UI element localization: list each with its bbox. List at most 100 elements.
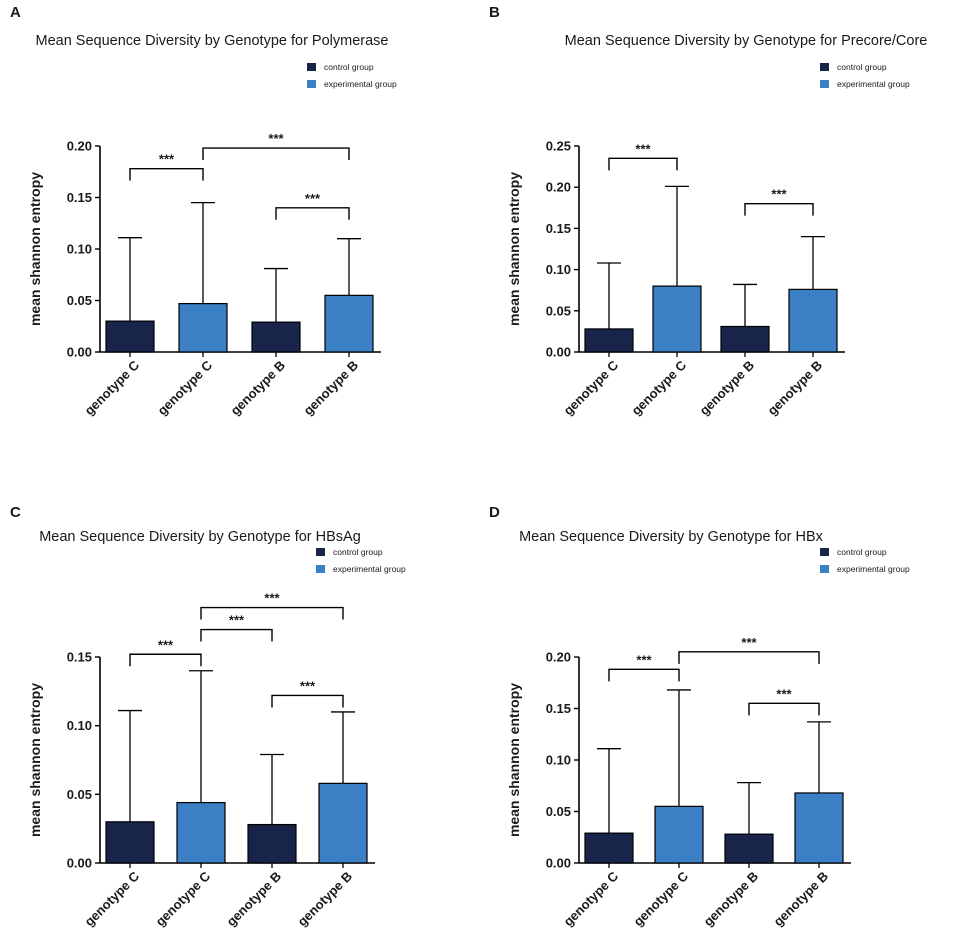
legend-swatch-control bbox=[820, 548, 829, 556]
bar bbox=[652, 285, 702, 353]
x-tick-label: genotype B bbox=[294, 869, 355, 930]
bar bbox=[247, 823, 297, 864]
x-tick-label: genotype C bbox=[152, 868, 213, 929]
y-axis-label: mean shannon entropy bbox=[506, 172, 522, 326]
legend-swatch-control bbox=[316, 548, 325, 556]
x-tick-label: genotype B bbox=[764, 358, 825, 419]
significance-label: *** bbox=[268, 131, 284, 146]
significance-label: *** bbox=[636, 652, 652, 667]
panel-label: B bbox=[489, 4, 500, 21]
bar bbox=[584, 832, 634, 864]
legend-swatch-experimental bbox=[820, 80, 829, 88]
chart-hbx: D Mean Sequence Diversity by Genotype for… bbox=[489, 504, 910, 930]
panel-c: C Mean Sequence Diversity by Genotype for… bbox=[0, 469, 478, 938]
bar bbox=[794, 792, 844, 864]
bracket-line bbox=[678, 651, 820, 664]
legend-label-experimental: experimental group bbox=[333, 564, 406, 574]
significance-label: *** bbox=[771, 187, 787, 202]
significance-bracket: *** bbox=[200, 613, 273, 642]
significance-label: *** bbox=[300, 678, 316, 693]
bracket-line bbox=[275, 207, 350, 220]
significance-label: *** bbox=[264, 591, 280, 606]
x-tick-label: genotype B bbox=[700, 869, 761, 930]
y-tick-label: 0.00 bbox=[546, 856, 571, 871]
significance-bracket: *** bbox=[678, 635, 820, 664]
y-tick-label: 0.05 bbox=[546, 303, 571, 318]
chart-title: Mean Sequence Diversity by Genotype for … bbox=[39, 529, 361, 545]
x-tick-label: genotype B bbox=[770, 869, 831, 930]
y-axis-label: mean shannon entropy bbox=[506, 683, 522, 837]
significance-bracket: *** bbox=[271, 678, 344, 708]
x-tick-label: genotype C bbox=[81, 357, 142, 418]
x-tick-label: genotype C bbox=[81, 868, 142, 929]
x-tick-label: genotype B bbox=[696, 358, 757, 419]
y-tick-label: 0.20 bbox=[546, 650, 571, 665]
x-tick-label: genotype C bbox=[628, 357, 689, 418]
y-tick-label: 0.10 bbox=[67, 718, 92, 733]
bar bbox=[318, 782, 368, 864]
bracket-line bbox=[608, 668, 680, 682]
significance-label: *** bbox=[776, 686, 792, 701]
legend-swatch-control bbox=[820, 63, 829, 71]
panel-label: D bbox=[489, 504, 500, 521]
bracket-line bbox=[744, 202, 814, 216]
chart-polymerase: A Mean Sequence Diversity by Genotype for… bbox=[10, 4, 397, 419]
y-tick-label: 0.15 bbox=[546, 701, 571, 716]
chart-hbsag: C Mean Sequence Diversity by Genotype for… bbox=[10, 504, 406, 930]
significance-bracket: *** bbox=[748, 686, 820, 716]
legend-label-control: control group bbox=[837, 62, 887, 72]
significance-bracket: *** bbox=[608, 141, 678, 171]
y-axis-label: mean shannon entropy bbox=[27, 683, 43, 837]
bracket-line bbox=[748, 702, 820, 716]
bar bbox=[251, 321, 301, 353]
legend-label-experimental: experimental group bbox=[324, 79, 397, 89]
bar bbox=[105, 320, 155, 353]
bar bbox=[324, 294, 374, 353]
significance-bracket: *** bbox=[200, 591, 344, 620]
y-tick-label: 0.15 bbox=[67, 650, 92, 665]
legend: control group experimental group bbox=[820, 62, 910, 89]
bracket-line bbox=[200, 628, 273, 642]
y-axis-label: mean shannon entropy bbox=[27, 172, 43, 326]
legend-swatch-experimental bbox=[820, 565, 829, 573]
panel-d: D Mean Sequence Diversity by Genotype for… bbox=[479, 469, 957, 938]
y-tick-label: 0.05 bbox=[67, 787, 92, 802]
y-tick-label: 0.10 bbox=[546, 753, 571, 768]
legend-label-control: control group bbox=[324, 62, 374, 72]
legend-label-experimental: experimental group bbox=[837, 79, 910, 89]
x-tick-label: genotype C bbox=[630, 868, 691, 929]
bar bbox=[176, 801, 226, 864]
significance-label: *** bbox=[305, 191, 321, 206]
y-tick-label: 0.10 bbox=[67, 242, 92, 257]
significance-bracket: *** bbox=[275, 191, 350, 220]
y-tick-label: 0.10 bbox=[546, 262, 571, 277]
legend: control group experimental group bbox=[316, 547, 406, 574]
significance-label: *** bbox=[159, 152, 175, 167]
y-tick-label: 0.15 bbox=[67, 190, 92, 205]
bracket-line bbox=[200, 606, 344, 620]
x-tick-label: genotype B bbox=[300, 358, 361, 419]
chart-title: Mean Sequence Diversity by Genotype for … bbox=[35, 33, 388, 49]
chart-title: Mean Sequence Diversity by Genotype for … bbox=[565, 33, 928, 49]
bar bbox=[788, 288, 838, 353]
legend: control group experimental group bbox=[820, 547, 910, 574]
significance-bracket: *** bbox=[129, 637, 202, 667]
y-tick-label: 0.20 bbox=[546, 180, 571, 195]
x-tick-label: genotype B bbox=[223, 869, 284, 930]
legend-swatch-control bbox=[307, 63, 316, 71]
legend-swatch-experimental bbox=[316, 565, 325, 573]
y-tick-label: 0.00 bbox=[546, 345, 571, 360]
bracket-line bbox=[271, 694, 344, 708]
panel-a: A Mean Sequence Diversity by Genotype for… bbox=[0, 0, 478, 469]
x-tick-label: genotype B bbox=[227, 358, 288, 419]
significance-bracket: *** bbox=[744, 187, 814, 216]
x-tick-label: genotype C bbox=[560, 357, 621, 418]
bar bbox=[654, 805, 704, 864]
y-tick-label: 0.15 bbox=[546, 221, 571, 236]
legend-swatch-experimental bbox=[307, 80, 316, 88]
significance-bracket: *** bbox=[129, 152, 204, 181]
y-tick-label: 0.05 bbox=[546, 804, 571, 819]
legend-label-control: control group bbox=[333, 547, 383, 557]
y-tick-label: 0.25 bbox=[546, 139, 571, 154]
y-tick-label: 0.00 bbox=[67, 856, 92, 871]
